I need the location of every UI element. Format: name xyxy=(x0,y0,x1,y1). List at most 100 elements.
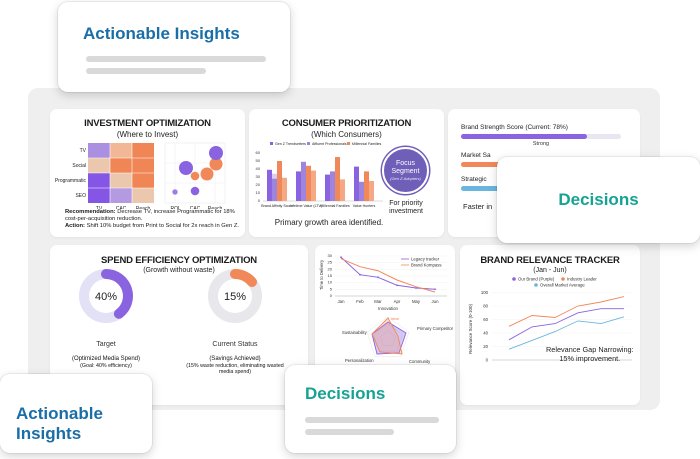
card-subtitle: (Growth without waste) xyxy=(143,267,215,274)
svg-text:0: 0 xyxy=(486,358,489,363)
svg-text:80: 80 xyxy=(483,304,488,309)
svg-text:30: 30 xyxy=(328,253,333,258)
relevance-gap-note: Relevance Gap Narrowing: 15% improvement… xyxy=(546,345,634,363)
callout-title: Decisions xyxy=(305,384,386,403)
svg-text:Brand Affinity Score: Brand Affinity Score xyxy=(261,204,293,208)
svg-text:100: 100 xyxy=(481,290,489,295)
svg-text:0: 0 xyxy=(330,293,333,298)
svg-text:Our Brand (Purple): Our Brand (Purple) xyxy=(518,277,555,282)
svg-text:Programmatic: Programmatic xyxy=(55,178,87,184)
svg-text:SEO: SEO xyxy=(75,193,86,199)
market-share-label: Market Sa xyxy=(461,152,491,159)
svg-text:30: 30 xyxy=(256,174,261,179)
consumer-bar-chart: Gen Z Trendsetters Affluent Professional… xyxy=(256,142,383,208)
svg-text:Jun: Jun xyxy=(432,299,440,304)
svg-text:25: 25 xyxy=(328,260,333,265)
investment-recommendation: Recommendation: Decrease TV, increase Pr… xyxy=(65,209,245,230)
legend-affluent: Affluent Professionals xyxy=(312,142,347,146)
investment-heatmap-and-bubble-chart: TV Social Programmatic SEO TV CAC Reach ROI CA… xyxy=(55,142,226,209)
badge-line-1: Focus xyxy=(395,160,416,167)
svg-text:10: 10 xyxy=(328,280,333,285)
svg-text:10: 10 xyxy=(256,190,261,195)
brand-strength-sublabel: Strong xyxy=(532,141,550,147)
callout-title: Decisions xyxy=(558,190,639,209)
current-label: Current Status xyxy=(212,341,258,348)
svg-text:Millennial Families: Millennial Families xyxy=(320,204,350,208)
action-label: Action: xyxy=(65,223,85,229)
card-subtitle: (Jan - Jun) xyxy=(533,267,567,274)
brand-strength-label: Brand Strength Score (Current: 78%) xyxy=(461,124,568,131)
skeleton-line xyxy=(305,429,394,435)
svg-text:Community: Community xyxy=(409,359,431,364)
skeleton-line xyxy=(305,417,439,423)
svg-text:Jan: Jan xyxy=(338,299,346,304)
card-subtitle: (Where to Invest) xyxy=(116,130,179,139)
svg-text:Relevance Score (0-100): Relevance Score (0-100) xyxy=(468,303,473,354)
gap-line-2: 15% improvement. xyxy=(559,354,621,363)
target-main: (Optimized Media Spend) xyxy=(71,356,141,362)
svg-text:Time to Delivery: Time to Delivery xyxy=(319,259,324,290)
consumer-prioritization-card: CONSUMER PRIORITIZATION (Which Consumers… xyxy=(249,109,444,237)
dashboard-panel: INVESTMENT OPTIMIZATION (Where to Invest… xyxy=(28,88,660,410)
relevance-line-chart: Our Brand (Purple) Industry Leader Overa… xyxy=(468,277,632,363)
svg-text:Primary Competitor: Primary Competitor xyxy=(417,326,454,331)
svg-text:Legacy tracker: Legacy tracker xyxy=(411,257,440,262)
brand-strength-bar xyxy=(461,134,621,139)
card-title: SPEND EFFICIENCY OPTIMIZATION xyxy=(101,255,257,266)
strategic-label: Strategic xyxy=(461,176,487,183)
focus-segment-badge: Focus Segment (Gen Z Adopters) xyxy=(382,147,429,194)
callout-title: Actionable Insights xyxy=(16,404,103,443)
svg-text:Reach: Reach xyxy=(136,206,151,209)
legend-millennial: Millennial Families xyxy=(352,142,382,146)
card-title: INVESTMENT OPTIMIZATION xyxy=(84,118,211,129)
svg-text:Brand Kompass: Brand Kompass xyxy=(411,263,442,268)
gap-line-1: Relevance Gap Narrowing: xyxy=(546,345,634,354)
svg-text:Innovation: Innovation xyxy=(378,306,398,311)
svg-text:40: 40 xyxy=(483,331,488,336)
svg-text:Reach: Reach xyxy=(208,206,223,209)
actionable-insights-callout-top: Actionable Insights xyxy=(58,2,290,92)
svg-text:60: 60 xyxy=(483,317,488,322)
brand-relevance-card: BRAND RELEVANCE TRACKER (Jan - Jun) Our … xyxy=(460,245,640,405)
spend-donut-charts: 40% 15% xyxy=(79,268,262,323)
legend-gen-z: Gen Z Trendsetters xyxy=(275,142,306,146)
investment-optimization-card: INVESTMENT OPTIMIZATION (Where to Invest… xyxy=(50,109,245,237)
svg-text:50: 50 xyxy=(256,158,261,163)
recommendation-label: Recommendation: xyxy=(65,209,116,215)
svg-text:May: May xyxy=(412,299,421,304)
svg-text:20: 20 xyxy=(256,182,261,187)
card-title: CONSUMER PRIORITIZATION xyxy=(281,118,412,129)
svg-text:Lifetime Value (LTV): Lifetime Value (LTV) xyxy=(290,204,322,208)
svg-text:20: 20 xyxy=(483,344,488,349)
strategic-fill xyxy=(461,186,525,191)
svg-text:Apr: Apr xyxy=(394,299,401,304)
skeleton-line xyxy=(86,56,266,62)
target-value: 40% xyxy=(95,291,117,303)
svg-text:Social: Social xyxy=(72,163,86,169)
action-text: Shift 10% budget from Print to Social fo… xyxy=(86,223,239,229)
actionable-insights-callout-bottom: Actionable Insights xyxy=(0,374,152,453)
current-value: 15% xyxy=(224,291,246,303)
svg-text:5: 5 xyxy=(330,286,333,291)
svg-text:Overall Market Average: Overall Market Average xyxy=(540,283,585,288)
brand-strength-footer: Faster in xyxy=(463,202,493,211)
decisions-callout-right: Decisions xyxy=(497,157,700,243)
svg-text:Industry Leader: Industry Leader xyxy=(567,277,597,282)
priority-text: For priority investment xyxy=(389,200,423,215)
svg-text:CAC: CAC xyxy=(116,206,127,209)
svg-text:Sustainability: Sustainability xyxy=(342,330,368,335)
consumer-caption: Primary growth area identified. xyxy=(274,218,384,227)
svg-text:Value Hunters: Value Hunters xyxy=(353,204,376,208)
callout-title: Actionable Insights xyxy=(83,24,240,43)
badge-line-2: Segment xyxy=(391,168,420,175)
svg-text:ROI: ROI xyxy=(171,206,180,209)
svg-text:Mar: Mar xyxy=(374,299,382,304)
market-share-fill xyxy=(461,162,525,167)
svg-text:Feb: Feb xyxy=(356,299,364,304)
target-caption: Target (Optimized Media Spend) (Goal: 40… xyxy=(56,341,156,369)
card-title: BRAND RELEVANCE TRACKER xyxy=(480,255,620,266)
target-label: Target xyxy=(96,341,116,348)
recommendation-text: Decrease TV, increase Programmatic for 1… xyxy=(65,209,235,222)
svg-text:60: 60 xyxy=(256,150,261,155)
svg-text:40: 40 xyxy=(256,166,261,171)
